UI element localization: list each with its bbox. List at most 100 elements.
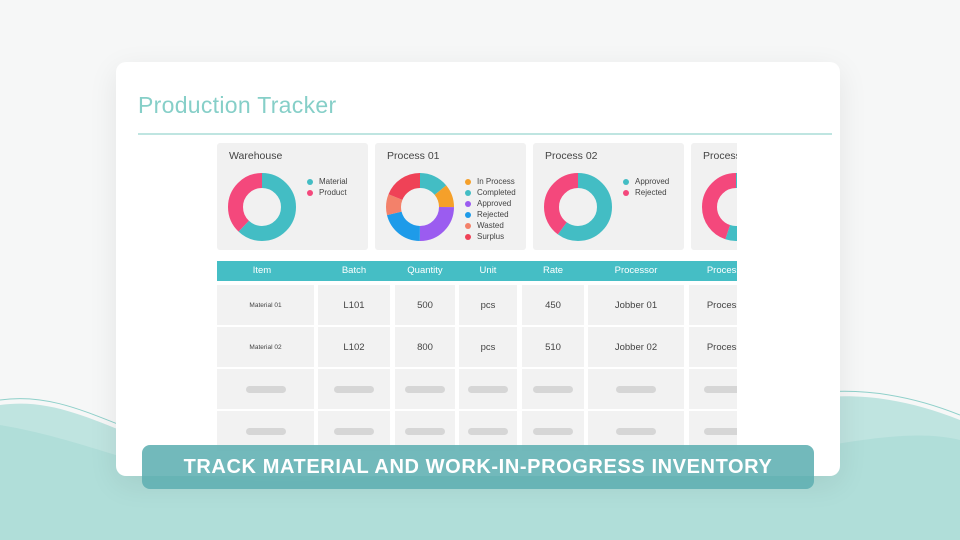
donut-slice-rejected[interactable] (544, 173, 612, 241)
skeleton-bar (533, 385, 573, 393)
legend-item: In Process (465, 176, 516, 187)
legend-dot-icon (465, 211, 471, 218)
cell-placeholder (689, 411, 737, 451)
table-header: Item Batch Quantity Unit Rate Processor … (217, 261, 737, 281)
cell-placeholder (522, 369, 584, 409)
donut-slice-in-process[interactable] (386, 173, 454, 241)
legend-dot-icon (465, 222, 471, 229)
donut-slice-surplus[interactable] (386, 173, 454, 241)
cell-placeholder (395, 369, 455, 409)
skeleton-bar (334, 385, 374, 393)
legend-item: Approved (465, 198, 516, 209)
cell-unit: pcs (459, 285, 517, 325)
column-header-process[interactable]: Process (706, 265, 737, 276)
legend-label: Approved (477, 199, 512, 208)
legend-label: Rejected (635, 188, 667, 197)
legend-dot-icon (623, 189, 629, 196)
donut-slice-approved[interactable] (386, 173, 454, 241)
donut-slice-rejected[interactable] (702, 173, 738, 241)
chart-card-process-01[interactable]: Process 01 In Process Completed Approved Re… (375, 143, 526, 250)
cell-placeholder (522, 411, 584, 451)
cell-placeholder (588, 369, 684, 409)
legend-item: Surplus (465, 231, 516, 242)
skeleton-bar (405, 427, 445, 435)
page-title: Production Tracker (138, 92, 337, 118)
chart-card-process-02[interactable]: Process 02 Approved Rejected (533, 143, 684, 250)
skeleton-bar (616, 385, 656, 393)
legend-item: Approved (623, 176, 669, 187)
legend-dot-icon (465, 233, 471, 240)
cell-item: Material 01 (217, 285, 314, 325)
cell-placeholder (217, 369, 314, 409)
skeleton-bar (245, 427, 286, 435)
legend-item: Material (307, 176, 347, 187)
feature-banner: TRACK MATERIAL AND WORK-IN-PROGRESS INVE… (142, 445, 814, 489)
donut-chart-process-03 (702, 173, 738, 241)
cell-rate: 450 (522, 285, 584, 325)
cell-quantity: 500 (395, 285, 455, 325)
cell-rate: 510 (522, 327, 584, 367)
legend-label: Approved (635, 177, 670, 186)
legend-item: Rejected (623, 187, 669, 198)
chart-legend: Material Product (307, 176, 347, 198)
legend-dot-icon (623, 178, 629, 185)
legend-dot-icon (465, 189, 471, 196)
cell-placeholder (395, 411, 455, 451)
cell-process: Process (689, 285, 737, 325)
skeleton-bar (704, 385, 737, 393)
skeleton-bar (704, 427, 737, 435)
cell-placeholder (588, 411, 684, 451)
chart-card-process-03[interactable]: Process 03 (691, 143, 737, 250)
legend-item: Product (307, 187, 347, 198)
chart-title: Warehouse (229, 150, 283, 162)
title-divider (138, 133, 832, 135)
table-row[interactable]: Material 02 L102 800 pcs 510 Jobber 02 P… (217, 327, 737, 367)
cell-unit: pcs (459, 327, 517, 367)
production-tracker-card: Production Tracker Warehouse Material Pro… (116, 62, 840, 476)
legend-dot-icon (307, 189, 313, 196)
skeleton-bar (616, 427, 656, 435)
skeleton-bar (334, 427, 374, 435)
cell-placeholder (217, 411, 314, 451)
legend-label: Product (319, 188, 347, 197)
cell-batch: L102 (318, 327, 390, 367)
cell-batch: L101 (318, 285, 390, 325)
skeleton-bar (468, 385, 508, 393)
donut-chart-warehouse (228, 173, 296, 241)
column-header-quantity[interactable]: Quantity (407, 265, 443, 276)
charts-row: Warehouse Material Product Process 01 In … (217, 143, 737, 250)
legend-item: Rejected (465, 209, 516, 220)
chart-title: Process 01 (387, 150, 440, 162)
column-header-unit[interactable]: Unit (479, 265, 497, 276)
legend-label: Rejected (477, 210, 509, 219)
legend-item: Completed (465, 187, 516, 198)
column-header-item[interactable]: Item (252, 265, 272, 276)
skeleton-bar (245, 385, 286, 393)
table-row[interactable]: Material 01 L101 500 pcs 450 Jobber 01 P… (217, 285, 737, 325)
cell-placeholder (459, 369, 517, 409)
tracker-content: Warehouse Material Product Process 01 In … (217, 143, 737, 476)
donut-slice-product[interactable] (228, 173, 296, 241)
column-header-processor[interactable]: Processor (614, 265, 658, 276)
column-header-batch[interactable]: Batch (341, 265, 367, 276)
donut-slice-wasted[interactable] (386, 173, 454, 241)
cell-processor: Jobber 01 (588, 285, 684, 325)
legend-label: Material (319, 177, 348, 186)
chart-title: Process 02 (545, 150, 598, 162)
cell-process: Process (689, 327, 737, 367)
legend-label: Completed (477, 188, 516, 197)
cell-placeholder (318, 411, 390, 451)
chart-card-warehouse[interactable]: Warehouse Material Product (217, 143, 368, 250)
legend-label: Surplus (477, 232, 505, 241)
cell-item: Material 02 (217, 327, 314, 367)
cell-quantity: 800 (395, 327, 455, 367)
skeleton-bar (468, 427, 508, 435)
table-row-placeholder (217, 411, 737, 451)
legend-item: Wasted (465, 220, 516, 231)
column-header-rate[interactable]: Rate (542, 265, 564, 276)
cell-placeholder (459, 411, 517, 451)
legend-dot-icon (465, 178, 471, 185)
legend-dot-icon (465, 200, 471, 207)
legend-label: Wasted (477, 221, 504, 230)
donut-chart-process-01 (386, 173, 454, 241)
